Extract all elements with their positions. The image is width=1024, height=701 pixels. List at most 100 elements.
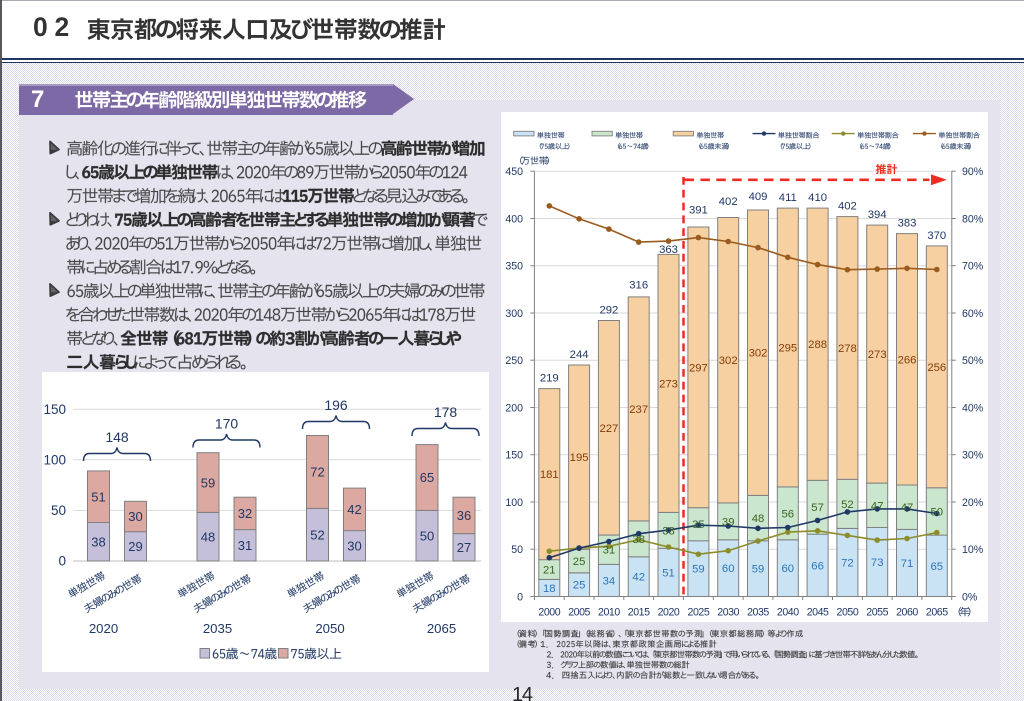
svg-text:273: 273 [659,378,678,390]
svg-text:31: 31 [238,538,252,553]
svg-text:38: 38 [662,525,675,537]
svg-text:402: 402 [838,201,857,213]
svg-text:2030: 2030 [717,607,739,619]
svg-text:14: 14 [512,684,533,701]
svg-text:2035: 2035 [203,621,232,636]
svg-text:100: 100 [505,497,523,509]
svg-text:51: 51 [91,489,105,504]
svg-text:36: 36 [457,508,471,523]
svg-text:411: 411 [779,192,797,204]
svg-text:383: 383 [898,218,917,230]
svg-text:250: 250 [505,355,523,367]
svg-text:25: 25 [573,580,586,592]
svg-text:302: 302 [749,348,768,360]
svg-text:200: 200 [505,402,523,414]
svg-text:90%: 90% [962,166,984,178]
svg-text:148: 148 [105,429,129,445]
svg-text:297: 297 [689,362,708,374]
svg-text:2050: 2050 [315,621,344,636]
svg-text:278: 278 [838,343,857,355]
svg-text:300: 300 [505,308,523,320]
svg-text:60%: 60% [962,308,984,320]
svg-text:400: 400 [505,213,523,225]
svg-text:52: 52 [310,527,324,542]
svg-text:150: 150 [505,450,523,462]
svg-text:18: 18 [543,583,556,595]
svg-text:51: 51 [662,567,675,579]
svg-text:10%: 10% [962,544,984,556]
svg-text:56: 56 [782,508,795,520]
svg-text:2015: 2015 [628,607,650,619]
svg-text:60: 60 [722,563,735,575]
svg-text:50: 50 [931,506,944,518]
svg-text:273: 273 [868,349,887,361]
svg-text:316: 316 [629,279,648,291]
svg-text:35: 35 [692,519,705,531]
svg-text:237: 237 [629,404,648,416]
svg-text:0: 0 [58,554,66,569]
svg-text:195: 195 [570,452,589,464]
svg-text:292: 292 [599,305,618,317]
svg-text:2010: 2010 [598,607,620,619]
svg-text:72: 72 [841,558,854,570]
svg-text:52: 52 [841,499,854,511]
svg-text:363: 363 [659,244,678,256]
svg-text:2035: 2035 [747,607,769,619]
svg-text:42: 42 [347,502,361,517]
svg-text:50: 50 [511,544,523,556]
svg-text:30: 30 [128,509,142,524]
svg-text:350: 350 [505,261,523,273]
svg-text:402: 402 [719,196,738,208]
svg-text:391: 391 [689,205,708,217]
svg-text:2045: 2045 [807,607,829,619]
svg-text:47: 47 [871,500,884,512]
svg-text:48: 48 [201,529,215,544]
svg-text:2065: 2065 [427,621,456,636]
svg-text:20%: 20% [962,497,984,509]
svg-text:2060: 2060 [896,607,918,619]
svg-text:410: 410 [808,192,827,204]
svg-text:256: 256 [927,362,946,374]
svg-text:295: 295 [778,343,797,355]
svg-text:38: 38 [91,535,105,550]
svg-text:30%: 30% [962,450,984,462]
svg-text:266: 266 [898,354,917,366]
svg-text:170: 170 [215,416,239,432]
svg-text:2005: 2005 [568,607,590,619]
svg-text:2020: 2020 [89,621,118,636]
svg-text:196: 196 [324,397,348,413]
svg-text:40%: 40% [962,402,984,414]
svg-text:47: 47 [901,502,914,514]
svg-text:219: 219 [540,373,559,385]
svg-text:72: 72 [310,465,324,480]
svg-text:2040: 2040 [777,607,799,619]
svg-text:48: 48 [752,513,765,525]
svg-text:227: 227 [599,423,618,435]
svg-text:30: 30 [347,539,361,554]
svg-text:42: 42 [632,572,645,584]
svg-text:2000: 2000 [538,607,560,619]
svg-text:2055: 2055 [866,607,888,619]
svg-text:66: 66 [811,560,824,572]
svg-text:65: 65 [420,470,434,485]
svg-text:39: 39 [722,516,735,528]
svg-text:59: 59 [752,564,765,576]
svg-text:181: 181 [540,469,559,481]
svg-text:50: 50 [51,503,66,518]
svg-text:57: 57 [811,502,824,514]
svg-text:244: 244 [570,349,589,361]
svg-text:100: 100 [43,452,66,467]
svg-text:150: 150 [43,402,66,417]
svg-text:394: 394 [868,209,887,221]
svg-text:178: 178 [434,404,458,420]
svg-text:59: 59 [692,564,705,576]
svg-text:27: 27 [457,540,471,555]
svg-text:29: 29 [128,539,142,554]
svg-text:34: 34 [603,575,616,587]
svg-text:2050: 2050 [837,607,859,619]
svg-text:50%: 50% [962,355,984,367]
svg-text:65: 65 [931,561,944,573]
svg-text:2025: 2025 [688,607,710,619]
svg-text:0: 0 [517,591,523,603]
svg-text:70%: 70% [962,261,984,273]
